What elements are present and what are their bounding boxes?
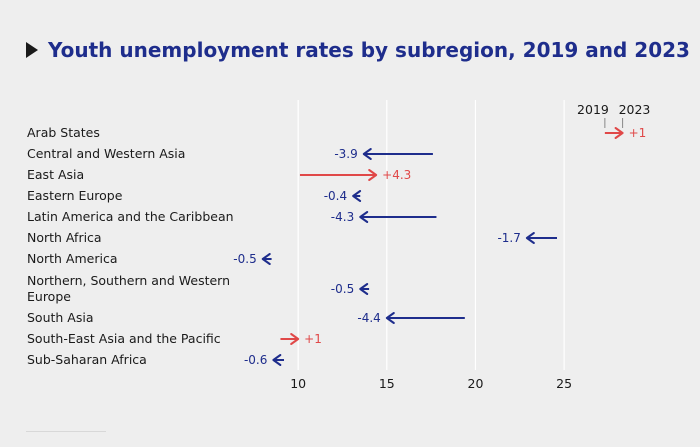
category-label: South-East Asia and the Pacific	[27, 331, 221, 346]
arrow-mark: -4.4	[357, 311, 465, 325]
arrow-head	[352, 190, 362, 202]
arrow-mark: -0.6	[244, 353, 284, 367]
arrow-value-label: -0.4	[324, 189, 347, 203]
chart-title-row: Youth unemployment rates by subregion, 2…	[26, 38, 690, 62]
category-label: Eastern Europe	[27, 188, 123, 203]
arrow-value-label: +4.3	[382, 168, 411, 182]
chart-title: Youth unemployment rates by subregion, 2…	[48, 38, 690, 62]
x-tick-label-25: 25	[556, 376, 572, 391]
x-tick-label-20: 20	[468, 376, 484, 391]
category-label: Central and Western Asia	[27, 146, 185, 161]
arrow-mark: -4.3	[331, 210, 437, 224]
arrow-value-label: -1.7	[497, 231, 520, 245]
category-label: East Asia	[27, 167, 84, 182]
category-label: Northern, Southern and Western Europe	[27, 273, 230, 304]
arrow-head	[385, 312, 395, 324]
x-tick-label-15: 15	[379, 376, 395, 391]
legend-label-to: 2023	[619, 102, 651, 117]
category-labels: Arab States Central and Western Asia East …	[27, 125, 234, 367]
arrow-head	[362, 148, 372, 160]
arrow-value-label: +1	[629, 126, 647, 140]
category-label: South Asia	[27, 310, 94, 325]
x-axis-ticks: 10 15 20 25	[290, 376, 572, 391]
arrow-mark: +1	[604, 126, 647, 140]
legend: 2019 2023	[577, 102, 650, 128]
arrow-value-label: -0.5	[331, 282, 354, 296]
arrow-value-label: -0.6	[244, 353, 267, 367]
category-label: Latin America and the Caribbean	[27, 209, 234, 224]
arrow-mark: -1.7	[497, 231, 557, 245]
arrow-head	[525, 232, 535, 244]
arrow-head	[272, 354, 282, 366]
category-label: Sub-Saharan Africa	[27, 352, 147, 367]
category-label: Arab States	[27, 125, 100, 140]
arrows: +1 -3.9 +4.3 -0.4 -4.3 -1.7 -0.5 -0.5 -4.4 +1 -0.6	[233, 126, 646, 367]
arrow-mark: -0.5	[233, 252, 272, 266]
arrow-value-label: -0.5	[233, 252, 256, 266]
arrow-value-label: +1	[304, 332, 322, 346]
category-label: North America	[27, 251, 118, 266]
x-tick-label-10: 10	[290, 376, 306, 391]
arrow-head	[290, 333, 300, 345]
arrow-head	[359, 283, 369, 295]
arrow-head	[359, 211, 369, 223]
arrow-mark: -3.9	[334, 147, 433, 161]
arrow-mark: -0.5	[331, 282, 370, 296]
category-label: North Africa	[27, 230, 102, 245]
legend-label-from: 2019	[577, 102, 609, 117]
arrow-mark: +4.3	[299, 168, 411, 182]
arrow-mark: +1	[280, 332, 322, 346]
arrow-mark: -0.4	[324, 189, 362, 203]
gridlines	[297, 100, 565, 370]
title-triangle-icon	[26, 42, 38, 58]
arrow-head	[368, 169, 378, 181]
footer-divider	[26, 431, 106, 432]
arrow-value-label: -4.4	[357, 311, 380, 325]
arrow-value-label: -3.9	[334, 147, 357, 161]
arrow-value-label: -4.3	[331, 210, 354, 224]
arrow-head	[614, 127, 624, 139]
arrow-head	[261, 253, 271, 265]
